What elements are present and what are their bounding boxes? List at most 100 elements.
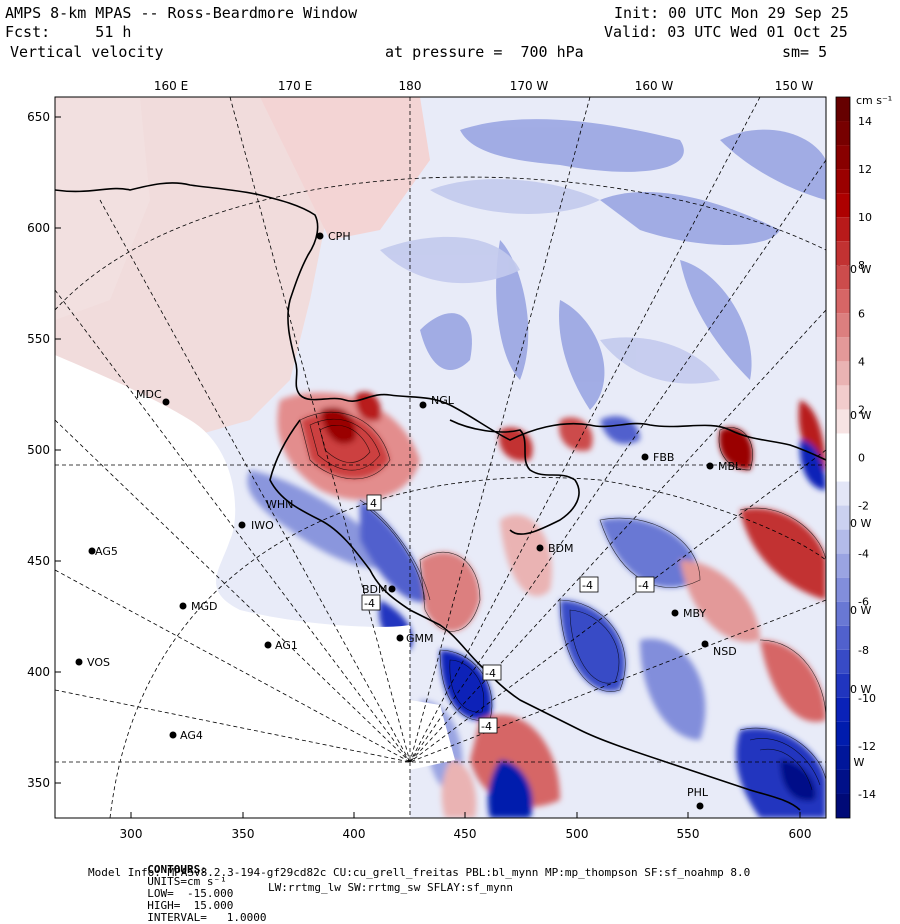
colorbar-swatch <box>836 193 850 218</box>
colorbar-swatch <box>836 145 850 170</box>
top-axis-label: 170 E <box>278 79 312 93</box>
x-tick-label: 400 <box>343 827 366 841</box>
colorbar-label: 0 <box>858 452 865 465</box>
valid-time: Valid: 03 UTC Wed 01 Oct 25 <box>604 23 848 41</box>
colorbar-swatch <box>836 313 850 338</box>
top-axis-label: 160 W <box>635 79 674 93</box>
colorbar-swatch <box>836 625 850 650</box>
station-label: BDM <box>362 583 388 596</box>
colorbar-swatch <box>836 721 850 746</box>
colorbar-swatch <box>836 553 850 578</box>
station-label: VOS <box>87 656 110 669</box>
station-label: MDC <box>136 388 162 401</box>
contours-label: CONTOURS: <box>147 863 207 876</box>
colorbar-swatch <box>836 97 850 122</box>
contour-label: -4 <box>582 579 593 592</box>
station-label: MBY <box>683 607 706 620</box>
colorbar-label: -8 <box>858 644 869 657</box>
top-axis-label: 180 <box>399 79 422 93</box>
smoothing: sm= 5 <box>782 43 828 61</box>
station-label: FBB <box>653 451 674 464</box>
colorbar-label: 2 <box>858 403 865 416</box>
vertical-velocity-field <box>55 97 826 818</box>
colorbar-swatch <box>836 649 850 674</box>
colorbar-label: -10 <box>858 692 876 705</box>
field-name: Vertical velocity <box>10 43 164 61</box>
station-label: PHL <box>687 786 709 799</box>
colorbar-label: 4 <box>858 355 865 368</box>
colorbar-label: 14 <box>858 115 872 128</box>
station-markers <box>75 232 714 810</box>
title-left: AMPS 8-km MPAS -- Ross-Beardmore Window <box>5 4 358 22</box>
colorbar-label: 8 <box>858 259 865 272</box>
station-label: NGL <box>431 394 455 407</box>
top-axis-label: 160 E <box>154 79 188 93</box>
forecast-hour: Fcst: 51 h <box>5 23 132 41</box>
model-info: Model Info: MPASv8.2.3-194-gf29cd82c CU:… <box>88 866 751 879</box>
contour-label: -4 <box>481 720 492 733</box>
contour-label: 4 <box>370 497 377 510</box>
init-time: Init: 00 UTC Mon 29 Sep 25 <box>614 4 849 22</box>
station-label: IWO <box>251 519 274 532</box>
colorbar-swatch <box>836 697 850 722</box>
contour-label: -4 <box>485 667 496 680</box>
colorbar-swatch <box>836 169 850 194</box>
y-tick-label: 400 <box>27 665 50 679</box>
low-value: LOW= -15.000 <box>147 887 234 900</box>
pressure-level: at pressure = 700 hPa <box>385 43 584 61</box>
colorbar-swatch <box>836 577 850 602</box>
station-label: AG5 <box>95 545 118 558</box>
station-label: BDM <box>548 542 574 555</box>
interval-value: INTERVAL= 1.0000 <box>147 911 267 924</box>
top-axis-label: 150 W <box>775 79 814 93</box>
colorbar-swatch <box>836 241 850 266</box>
map-figure: CPH MDC NGL FBB MBL WHN IWO AG5 BDM BDM … <box>27 79 892 841</box>
colorbar-swatch <box>836 745 850 770</box>
station-label: AG4 <box>180 729 203 742</box>
colorbar: cm s⁻¹ 14 12 10 8 6 4 2 0 -2 -4 -6 -8 -10 -12 -14 <box>835 94 892 819</box>
y-tick-label: 450 <box>27 554 50 568</box>
model-info-2: LW:rrtmg_lw SW:rrtmg_sw SFLAY:sf_mynn <box>268 881 514 894</box>
colorbar-swatch <box>836 793 850 818</box>
colorbar-swatch <box>836 409 850 434</box>
top-axis-label: 170 W <box>510 79 549 93</box>
y-tick-label: 600 <box>27 221 50 235</box>
x-tick-label: 550 <box>677 827 700 841</box>
colorbar-label: 6 <box>858 307 865 320</box>
colorbar-swatch <box>836 385 850 410</box>
station-label: WHN <box>266 498 293 511</box>
footer-contours: CONTOURS: UNITS=cm s⁻¹ LOW= -15.000 HIGH… <box>134 852 266 924</box>
units-label: UNITS=cm s⁻¹ <box>147 875 227 888</box>
colorbar-label: -14 <box>858 788 876 801</box>
x-tick-label: 600 <box>789 827 812 841</box>
station-label: MGD <box>191 600 218 613</box>
colorbar-label: -4 <box>858 548 869 561</box>
colorbar-swatch <box>836 289 850 314</box>
colorbar-swatch <box>836 361 850 386</box>
colorbar-label: -2 <box>858 500 869 513</box>
colorbar-swatch <box>836 337 850 362</box>
y-tick-label: 500 <box>27 443 50 457</box>
colorbar-label: -12 <box>858 740 876 753</box>
y-tick-label: 650 <box>27 110 50 124</box>
colorbar-swatch <box>836 481 850 506</box>
colorbar-swatch <box>836 601 850 626</box>
colorbar-swatch <box>836 673 850 698</box>
y-tick-label: 350 <box>27 776 50 790</box>
colorbar-swatch <box>836 265 850 290</box>
colorbar-swatch <box>836 769 850 794</box>
x-tick-label: 300 <box>120 827 143 841</box>
colorbar-label: 10 <box>858 211 872 224</box>
station-label: GMM <box>406 632 434 645</box>
colorbar-swatch <box>836 505 850 530</box>
station-label: AG1 <box>275 639 298 652</box>
x-tick-label: 450 <box>454 827 477 841</box>
colorbar-swatch <box>836 433 850 482</box>
y-tick-label: 550 <box>27 332 50 346</box>
contour-label: -4 <box>364 597 375 610</box>
colorbar-swatch <box>836 529 850 554</box>
x-tick-label: 350 <box>232 827 255 841</box>
colorbar-swatch <box>836 121 850 146</box>
station-label: MBL <box>718 460 742 473</box>
x-tick-label: 500 <box>566 827 589 841</box>
